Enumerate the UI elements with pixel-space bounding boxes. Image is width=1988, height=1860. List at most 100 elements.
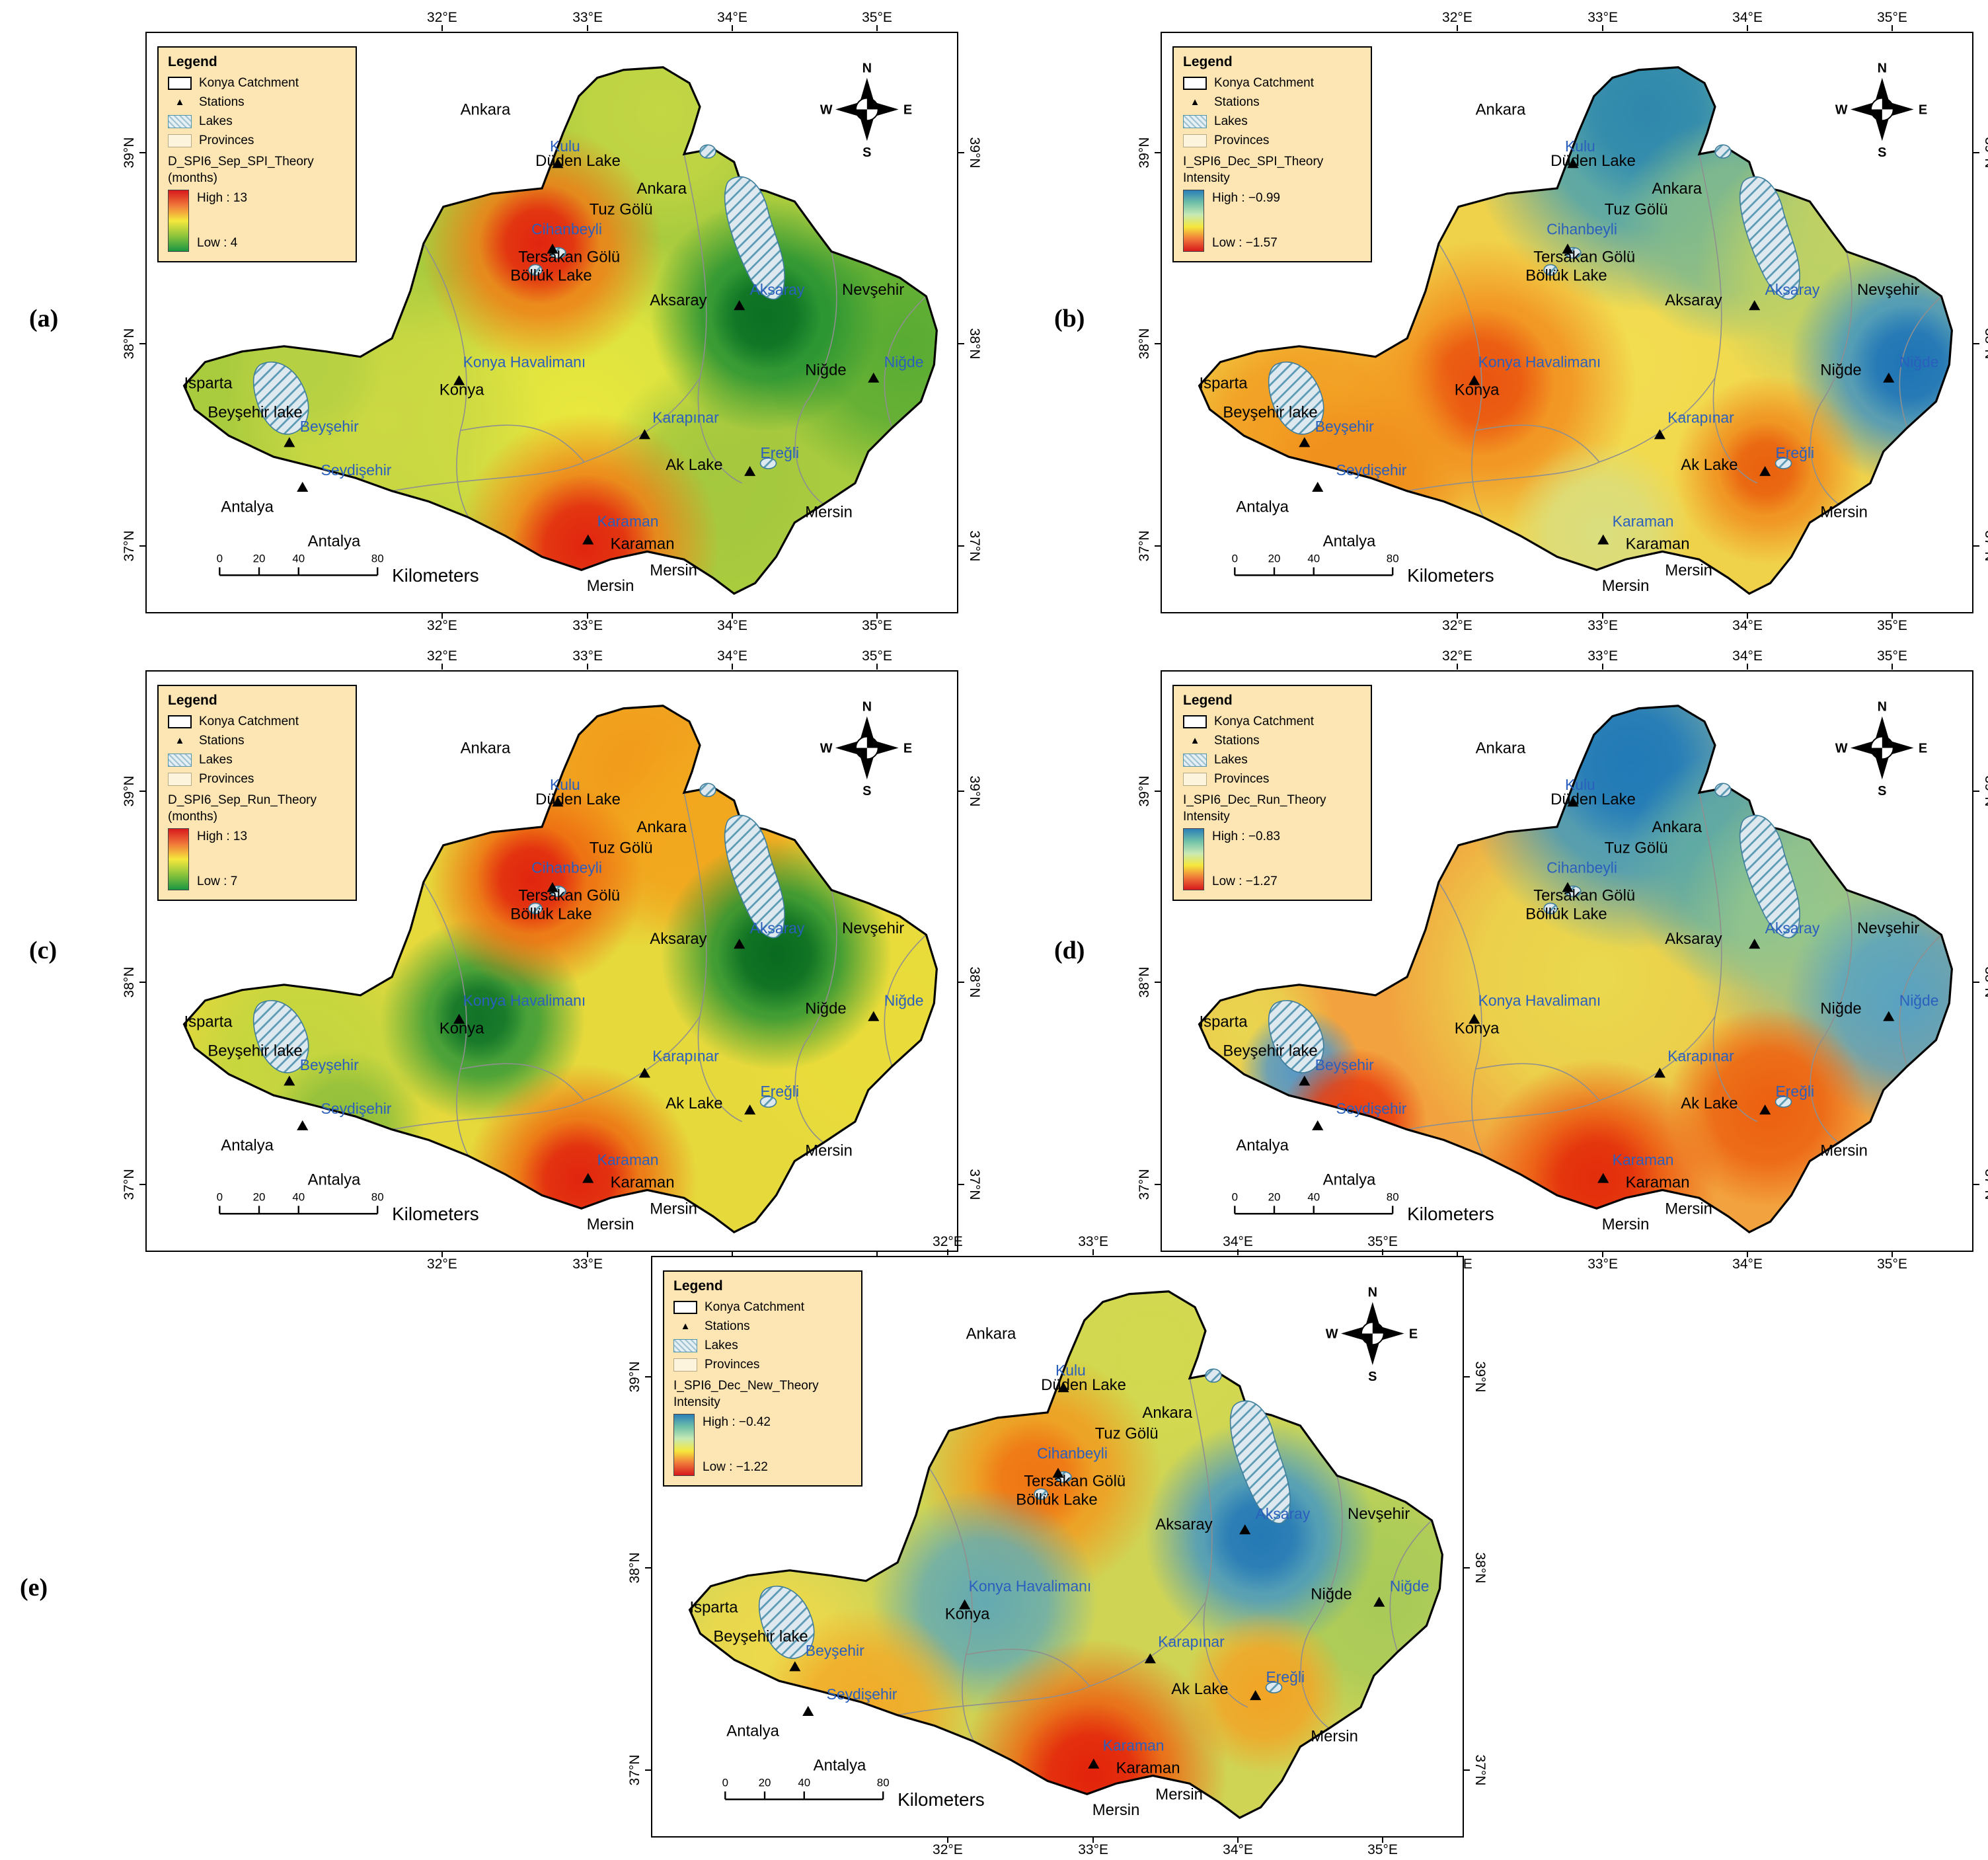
axis-top: 32°E 33°E 34°E 35°E (145, 646, 958, 670)
place-label: Mersin (587, 1216, 634, 1233)
lat-label: 38°N (1982, 966, 1988, 998)
station-marker-icon (1312, 481, 1324, 492)
station-label: Aksaray (750, 919, 805, 937)
place-label: Tuz Gölü (590, 839, 653, 857)
station-marker-icon (297, 1120, 309, 1131)
color-ramp (1183, 828, 1204, 890)
lon-label: 34°E (1223, 1842, 1253, 1857)
lake-shape (759, 1096, 777, 1108)
place-label: Konya (1455, 381, 1500, 399)
place-label: Ak Lake (666, 456, 722, 474)
place-label: Böllük Lake (1016, 1491, 1097, 1508)
lon-label: 32°E (933, 1234, 963, 1249)
ramp-high-label: High : 13 (197, 830, 248, 843)
province-fill-icon (168, 134, 192, 147)
place-label: Ankara (1652, 818, 1702, 836)
lake-shape (1268, 999, 1324, 1073)
color-ramp (168, 828, 189, 890)
place-label: Beyşehir lake (1223, 403, 1317, 421)
lon-label: 32°E (1442, 10, 1472, 25)
province-boundary (1189, 1378, 1248, 1708)
legend-item: Provinces (168, 772, 346, 787)
place-label: Düden Lake (1041, 1376, 1126, 1394)
place-label: Ankara (636, 818, 687, 836)
svg-text:S: S (1878, 784, 1886, 798)
station-label: Karaman (597, 513, 659, 530)
lat-label: 39°N (1137, 137, 1152, 169)
place-label: Mersin (650, 561, 697, 579)
province-boundary (1406, 1016, 1716, 1130)
lat-label: 38°N (1137, 328, 1152, 360)
compass-rose-icon: N E S W (1326, 1286, 1418, 1384)
lake-shape (1714, 783, 1732, 797)
station-marker-icon (1654, 429, 1665, 440)
legend-item-label: Stations (199, 95, 245, 109)
scalebar-unit: Kilometers (1407, 1204, 1494, 1224)
svg-text:20: 20 (1268, 552, 1281, 564)
legend-item-label: Provinces (705, 1358, 760, 1372)
lat-label: 39°N (967, 775, 982, 807)
svg-text:40: 40 (292, 1190, 305, 1203)
legend-item-label: Stations (199, 734, 245, 748)
svg-text:40: 40 (1307, 552, 1320, 564)
svg-text:E: E (1919, 102, 1927, 117)
station-marker-icon (552, 796, 564, 807)
map-canvas: Kulu Cihanbeyli Aksaray Niğde Konya Havalima… (1198, 700, 1953, 1233)
scalebar-unit: Kilometers (898, 1789, 985, 1810)
catchment-outline-icon (168, 77, 192, 90)
place-label: Isparta (184, 375, 233, 393)
place-label: Böllük Lake (510, 905, 592, 923)
catchment-outline-icon (168, 715, 192, 728)
legend-item-label: Konya Catchment (1214, 76, 1315, 90)
place-label: Tuz Gölü (1605, 839, 1668, 857)
scale-bar: 0 20 40 80 Kilometers (217, 552, 479, 586)
place-label: Beyşehir lake (208, 403, 302, 421)
lake-shape (1268, 361, 1324, 435)
province-boundary (884, 934, 927, 1067)
station-label: Kulu (1565, 137, 1595, 155)
province-boundary (1899, 295, 1942, 428)
legend-unit: (months) (168, 171, 217, 185)
lon-label: 34°E (1223, 1234, 1253, 1249)
station-marker-icon (453, 375, 465, 385)
station-marker-icon (1469, 375, 1480, 385)
station-marker-icon (1088, 1758, 1100, 1769)
station-marker-icon (1469, 1013, 1480, 1024)
lat-label: 37°N (1472, 1754, 1488, 1786)
place-label: Mersin (650, 1200, 697, 1218)
station-triangle-icon: ▲ (1190, 735, 1200, 746)
legend-item-label: Stations (1214, 95, 1260, 109)
legend-title: Legend (1183, 54, 1233, 69)
lon-label: 32°E (427, 618, 457, 633)
ramp-low-label: Low : 7 (197, 874, 238, 888)
legend-item-label: Provinces (1214, 772, 1270, 786)
svg-text:W: W (1835, 102, 1848, 117)
legend-title: Legend (1183, 693, 1233, 708)
lat-label: 37°N (1137, 530, 1152, 562)
legend-layer-name: D_SPI6_Sep_SPI_Theory (168, 155, 314, 169)
map-panel-b: 32°E 33°E 34°E 35°E Kulu Cihanbeyli Aksaray Niğ… (1137, 8, 1988, 636)
legend-unit: (months) (168, 810, 217, 824)
svg-text:80: 80 (1387, 1190, 1399, 1203)
station-marker-icon (1597, 534, 1609, 545)
lake-shape (1265, 1682, 1283, 1693)
lake-shape (724, 814, 785, 939)
station-marker-icon (1312, 1120, 1324, 1131)
lon-label: 34°E (1732, 10, 1763, 25)
station-marker-icon (638, 1067, 650, 1078)
legend-item-label: Provinces (199, 134, 254, 147)
lon-label: 34°E (1732, 648, 1763, 664)
scalebar-unit: Kilometers (392, 565, 479, 586)
legend-item-label: Konya Catchment (705, 1300, 805, 1314)
panel-letter-e: (e) (20, 1574, 48, 1602)
province-fill-icon (1183, 134, 1207, 147)
place-label: Antalya (726, 1723, 779, 1740)
station-label: Aksaray (1765, 281, 1820, 298)
map-frame: Kulu Cihanbeyli Aksaray Niğde Konya Havalima… (1161, 32, 1973, 613)
legend-item: Konya Catchment (673, 1300, 852, 1315)
legend-item: Lakes (168, 753, 346, 767)
lon-label: 33°E (1587, 648, 1618, 664)
legend-item-label: Lakes (705, 1338, 738, 1352)
place-label: Antalya (308, 532, 361, 550)
svg-text:40: 40 (292, 552, 305, 564)
